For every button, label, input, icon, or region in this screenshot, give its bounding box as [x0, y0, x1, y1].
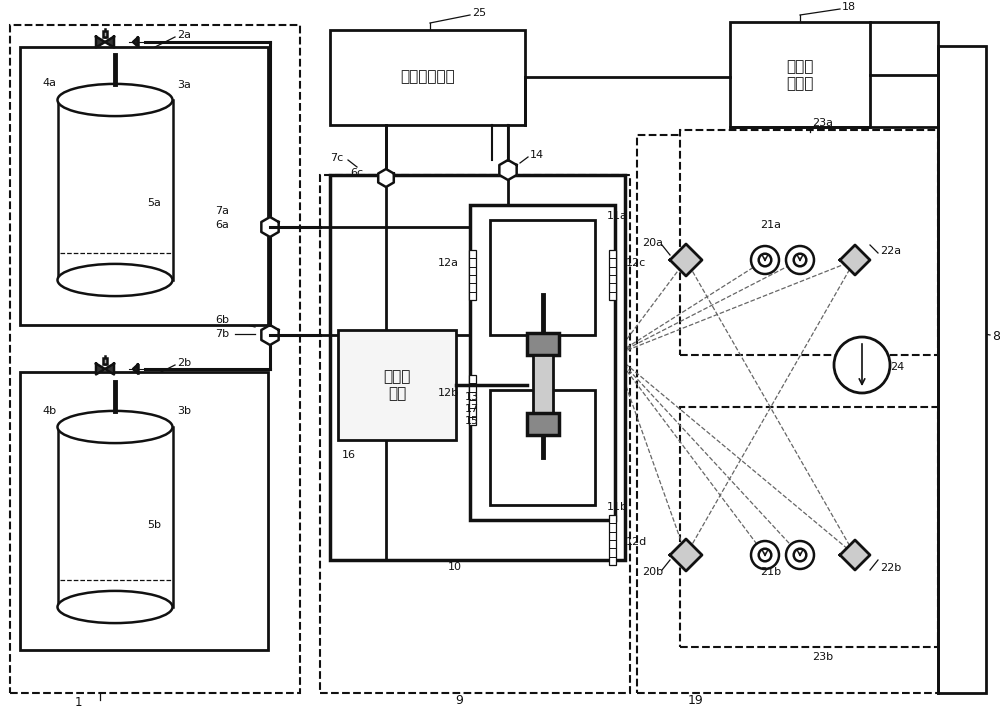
Text: 图像处
理单元: 图像处 理单元: [786, 59, 814, 92]
Text: 9: 9: [455, 694, 463, 708]
Text: 10: 10: [448, 562, 462, 572]
Text: 17: 17: [465, 404, 479, 414]
Text: 25: 25: [472, 8, 486, 18]
Polygon shape: [105, 36, 114, 47]
Text: 14: 14: [530, 150, 544, 160]
Polygon shape: [261, 325, 279, 345]
Bar: [10, 25, 300, 693]
Circle shape: [786, 246, 814, 274]
Bar: [330, 175, 625, 560]
Text: 20a: 20a: [642, 238, 663, 248]
Text: 11a: 11a: [607, 211, 628, 221]
Text: 24: 24: [890, 362, 904, 372]
Text: 6b: 6b: [215, 315, 229, 325]
Ellipse shape: [58, 264, 173, 296]
Text: 7c: 7c: [330, 153, 343, 163]
Bar: [490, 220, 595, 335]
Polygon shape: [378, 169, 394, 187]
Text: 5b: 5b: [147, 520, 161, 530]
Bar: [608, 515, 616, 565]
Bar: [338, 330, 456, 440]
Text: 12c: 12c: [626, 258, 646, 268]
Bar: [20, 372, 268, 650]
Polygon shape: [133, 365, 138, 373]
Text: 1: 1: [75, 696, 82, 709]
Circle shape: [786, 541, 814, 569]
Text: 11b: 11b: [607, 502, 628, 512]
Text: 3b: 3b: [177, 406, 191, 416]
Text: 21a: 21a: [760, 220, 781, 230]
Text: 15: 15: [465, 416, 479, 426]
Text: 22a: 22a: [880, 246, 901, 256]
Text: 12a: 12a: [438, 258, 459, 268]
Bar: [533, 355, 553, 413]
Bar: [103, 358, 107, 364]
Polygon shape: [499, 160, 517, 180]
Text: 4b: 4b: [42, 406, 56, 416]
Text: 13: 13: [465, 392, 479, 402]
Text: 12b: 12b: [438, 388, 459, 398]
Text: 21b: 21b: [760, 567, 781, 577]
Polygon shape: [670, 539, 702, 571]
Polygon shape: [105, 364, 114, 375]
Polygon shape: [261, 217, 279, 237]
Text: 23b: 23b: [812, 652, 833, 662]
Text: 12d: 12d: [626, 537, 647, 547]
Text: 16: 16: [342, 450, 356, 460]
Ellipse shape: [58, 591, 173, 623]
Bar: [527, 333, 559, 355]
Text: 7a: 7a: [215, 206, 229, 216]
Text: 力加载
装置: 力加载 装置: [383, 369, 411, 401]
Bar: [637, 135, 975, 693]
Circle shape: [751, 541, 779, 569]
Bar: [608, 250, 616, 300]
Text: 8: 8: [992, 330, 1000, 343]
Text: 19: 19: [688, 694, 704, 708]
Text: 2b: 2b: [177, 358, 191, 368]
Polygon shape: [840, 245, 870, 275]
Bar: [468, 375, 476, 425]
Bar: [938, 46, 986, 693]
Text: 6a: 6a: [215, 220, 229, 230]
Polygon shape: [96, 364, 105, 375]
Text: 4a: 4a: [42, 78, 56, 88]
Bar: [320, 175, 630, 693]
Polygon shape: [133, 38, 138, 46]
Bar: [680, 130, 938, 355]
Bar: [490, 390, 595, 505]
Bar: [680, 407, 938, 647]
Circle shape: [759, 548, 771, 561]
Bar: [103, 31, 107, 36]
Bar: [468, 250, 476, 300]
Polygon shape: [840, 540, 870, 570]
Circle shape: [759, 254, 771, 266]
Bar: [730, 22, 870, 127]
Text: 6c: 6c: [350, 168, 363, 178]
Polygon shape: [96, 36, 105, 47]
Bar: [330, 30, 525, 125]
Circle shape: [834, 337, 890, 393]
Circle shape: [794, 254, 806, 266]
Text: 23a: 23a: [812, 118, 833, 128]
Ellipse shape: [58, 84, 173, 116]
Text: 18: 18: [842, 2, 856, 12]
Ellipse shape: [58, 411, 173, 443]
Text: 同步控制单元: 同步控制单元: [401, 69, 455, 84]
Bar: [470, 205, 615, 520]
Polygon shape: [670, 244, 702, 276]
Text: 20b: 20b: [642, 567, 663, 577]
Circle shape: [794, 548, 806, 561]
Circle shape: [751, 246, 779, 274]
Text: 5a: 5a: [147, 198, 161, 208]
Bar: [20, 47, 268, 325]
Bar: [527, 413, 559, 435]
Text: 22b: 22b: [880, 563, 901, 573]
Text: 7b: 7b: [215, 329, 229, 339]
Text: 3a: 3a: [177, 80, 191, 90]
Text: 2a: 2a: [177, 30, 191, 40]
